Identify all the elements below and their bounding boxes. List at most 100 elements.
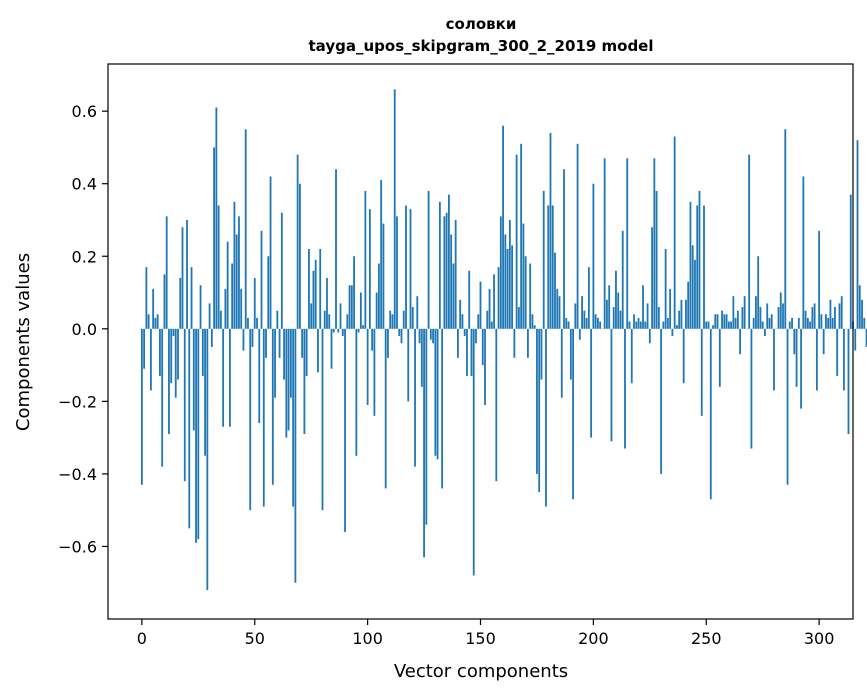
bar-59 [274,328,276,398]
bar-176 [538,328,541,493]
bar-309 [838,303,841,329]
bar-112 [393,89,396,329]
bar-271 [752,317,755,329]
bar-245 [694,259,696,329]
bar-134 [443,216,446,329]
bar-0 [140,328,143,485]
y-tick-label: −0.4 [58,465,97,484]
bar-92 [348,285,351,329]
bar-115 [400,328,403,344]
bar-307 [834,307,836,329]
bar-170 [524,256,527,329]
bar-234 [669,288,672,329]
bar-207 [608,285,611,329]
bar-265 [739,328,742,355]
x-tick-label: 50 [245,629,265,648]
bar-25 [197,328,200,540]
bar-23 [192,328,195,431]
bar-45 [242,328,245,351]
bar-316 [854,328,857,351]
bar-238 [678,310,681,329]
bar-261 [730,321,732,329]
bar-91 [346,314,349,329]
bar-302 [822,328,825,355]
bar-37 [224,288,227,329]
bar-54 [262,328,265,507]
bar-217 [630,328,633,384]
bar-1 [143,328,146,369]
bar-4 [149,328,152,391]
bar-88 [339,303,342,329]
bar-162 [506,249,509,329]
bar-220 [637,317,640,329]
bar-47 [247,317,249,329]
bar-120 [411,307,414,329]
bar-81 [323,310,326,329]
bar-181 [549,132,552,329]
bar-272 [755,296,757,329]
bar-304 [827,317,830,329]
x-tick-label: 0 [137,629,147,648]
bar-65 [287,328,290,431]
bar-270 [750,328,753,449]
bar-8 [159,328,161,376]
bar-149 [477,314,480,329]
bar-258 [723,314,726,329]
bar-136 [447,194,450,329]
bar-132 [438,201,441,329]
bar-168 [520,143,523,329]
bar-125 [423,328,425,558]
bar-319 [861,299,863,329]
chart-subtitle: tayga_upos_skipgram_300_2_2019 model [309,37,654,55]
bar-249 [703,205,705,329]
bar-169 [522,223,525,329]
bar-274 [759,307,762,329]
bar-108 [384,328,387,489]
bar-69 [296,154,299,329]
bar-31 [210,328,213,347]
bar-124 [420,328,423,387]
bar-317 [856,140,859,329]
bar-205 [603,158,606,329]
y-axis: −0.6 −0.4 −0.2 0.0 0.2 0.4 0.6 [58,102,108,556]
bar-71 [301,328,304,358]
bar-192 [574,303,577,329]
bar-103 [373,328,376,416]
bar-52 [258,328,261,424]
bar-166 [515,154,518,329]
bar-62 [280,212,283,329]
bar-26 [199,285,202,329]
bar-50 [253,278,256,329]
bar-79 [319,249,322,329]
y-tick-label: 0.0 [72,320,97,339]
bar-158 [497,267,500,329]
bar-232 [664,249,667,329]
bar-102 [371,328,374,351]
bar-256 [718,328,721,387]
bar-12 [168,328,170,434]
bar-214 [624,328,626,449]
bar-138 [452,263,455,329]
bar-137 [450,234,453,329]
bar-100 [366,328,369,405]
bar-313 [847,328,850,434]
bar-111 [391,314,394,329]
bar-27 [201,328,204,376]
bar-184 [556,288,559,329]
bar-35 [219,310,222,329]
bar-94 [353,256,355,329]
bar-190 [569,328,572,380]
bar-76 [312,270,315,329]
bar-269 [748,154,751,329]
bar-296 [809,321,812,329]
bar-114 [398,328,401,337]
bar-58 [271,328,274,485]
bar-224 [646,303,649,329]
bar-311 [843,328,845,391]
bar-147 [472,328,475,576]
bar-34 [217,205,220,329]
bar-230 [660,328,663,474]
bar-187 [563,169,565,329]
bar-144 [466,328,468,376]
bar-179 [545,328,547,507]
